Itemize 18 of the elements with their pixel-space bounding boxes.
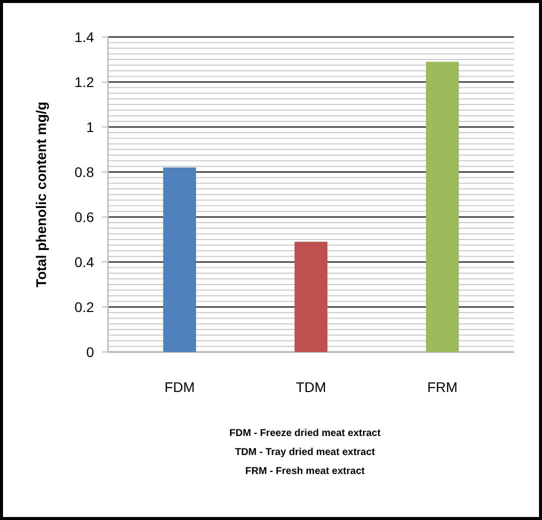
y-axis-title: Total phenolic content mg/g [33,102,49,288]
text: FDM - Freeze dried meat extract [229,428,382,439]
y-tick-label: 0.6 [74,208,94,225]
y-tick-label: 1.2 [74,74,94,90]
bar [294,242,328,352]
y-tick-label: 0.2 [74,298,94,315]
bar [163,168,196,352]
y-tick-label: 1 [86,118,94,135]
text: FRM - Fresh meat extract [245,466,366,477]
y-tick-label: 0 [86,344,94,360]
bar [426,62,459,352]
x-tick-label: FDM [164,379,195,395]
y-tick-label: 1.4 [74,28,94,45]
x-tick-label: FRM [427,379,458,395]
y-tick-label: 0.4 [74,254,94,270]
y-tick-label: 0.8 [74,164,94,180]
text: TDM - Tray dried meat extract [234,447,376,458]
x-tick-label: TDM [296,379,326,395]
